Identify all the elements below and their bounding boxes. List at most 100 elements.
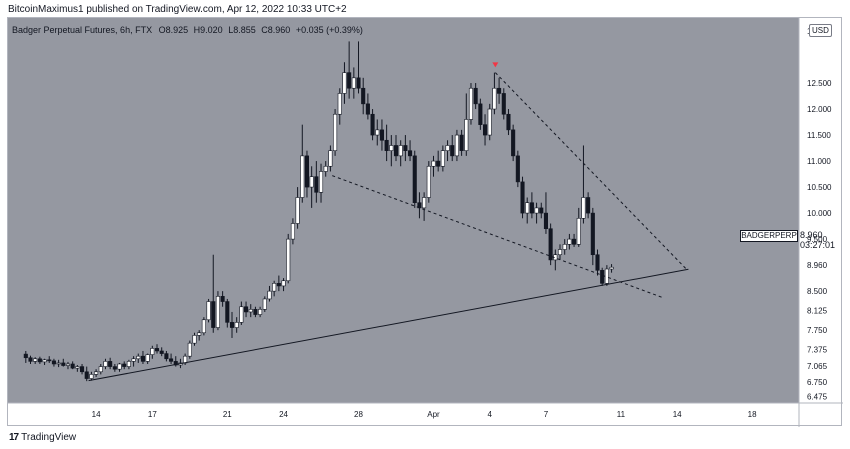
candle-body [304,155,310,188]
time-axis-tick: 7 [544,410,549,419]
price-axis-tick: 12.500 [807,79,832,88]
candle-body [51,360,56,365]
candle-body [187,342,192,357]
candle-body [572,238,577,245]
high-label: H [193,25,201,35]
price-axis-tick: 10.500 [807,183,832,192]
candle-body [445,145,450,151]
candle-body [459,134,464,151]
candle-body [253,309,258,315]
price-axis-tick: 7.750 [807,326,828,335]
close-value: 8.960 [267,25,291,35]
candle-body [117,363,122,370]
candle-body [347,72,352,89]
candle-body [375,129,380,136]
candle-body [37,358,42,363]
open-value: 8.925 [165,25,189,35]
candle-body [403,145,408,151]
candle-body [422,197,427,209]
currency-label[interactable]: USD [809,24,832,37]
candle-body [351,77,356,89]
candle-body [239,306,244,323]
footer-brand[interactable]: 17 TradingView [9,432,76,443]
candle-body [75,366,80,369]
candle-body [548,228,553,261]
candle-body [206,301,211,321]
last-price-label: 8.960 [800,230,823,240]
price-axis-tick: 7.375 [807,346,828,355]
candle-body [314,176,319,193]
candle-body [225,301,230,323]
candle-body [300,155,305,198]
candle-body [28,357,33,362]
low-label: L [228,25,234,35]
symbol-name[interactable]: Badger Perpetual Futures, 6h, FTX [12,25,153,35]
change-value: +0.035 (+0.39%) [295,25,363,35]
candle-body [164,353,169,360]
candle-body [567,238,572,245]
candle-body [478,103,483,125]
time-axis-tick: 18 [748,410,757,419]
candle-body [173,361,178,366]
tradingview-logo-icon: 17 [9,432,19,443]
candle-body [276,283,281,287]
chart-panel[interactable]: 13.50012.50012.00011.50011.00010.50010.0… [7,17,843,427]
candle-body [108,361,113,367]
candle-body [590,212,595,256]
candle-body [389,145,394,151]
candle-body [290,223,295,240]
candle-body [318,171,324,193]
candle-body [576,218,581,245]
candle-body [150,348,155,355]
candle-body [361,87,366,105]
candle-body [464,119,469,151]
time-axis-tick: 14 [92,410,101,419]
time-axis-tick: 4 [487,410,492,419]
candle-body [440,150,445,167]
candle-body [281,280,286,287]
time-axis-tick: 11 [617,410,626,419]
candle-body [543,212,548,230]
candle-body [328,150,333,167]
price-axis-tick: 8.960 [807,261,828,270]
tradingview-brand-text: TradingView [21,432,77,443]
candle-body [398,145,403,157]
candle-body [159,350,164,354]
candle-body [384,139,389,151]
candle-body [122,363,127,367]
high-value: 9.020 [200,25,223,35]
close-label: C [261,25,268,35]
candle-body [154,348,160,352]
candle-body [192,335,197,344]
candle-body [323,165,328,172]
candle-body [609,266,614,270]
candle-body [262,298,267,310]
candle-body [520,181,525,214]
candle-body [511,129,516,157]
candle-body [482,124,488,136]
candle-body [47,359,52,362]
price-axis-tick: 8.500 [807,287,828,296]
candle-body [267,290,272,300]
candle-body [525,202,530,214]
candle-body [581,197,586,219]
candle-body [562,244,567,250]
candlestick-chart[interactable]: 13.50012.50012.00011.50011.00010.50010.0… [8,18,843,427]
candle-body [450,145,455,157]
price-axis-tick: 11.500 [807,131,831,140]
candle-body [197,332,202,336]
symbol-info-bar: Badger Perpetual Futures, 6h, FTX O8.925… [12,25,363,35]
price-axis-tick: 11.000 [807,157,831,166]
candle-body [140,355,146,362]
candle-body [215,296,220,328]
candle-body [408,150,413,157]
price-axis-tick: 9.500 [807,235,828,244]
candle-body [201,319,206,334]
candle-body [356,77,361,89]
price-axis-tick: 8.125 [807,307,828,316]
candle-body [84,371,89,379]
candle-body [234,322,239,328]
candle-body [89,374,94,379]
candle-body [487,108,492,136]
candle-body [473,87,478,105]
